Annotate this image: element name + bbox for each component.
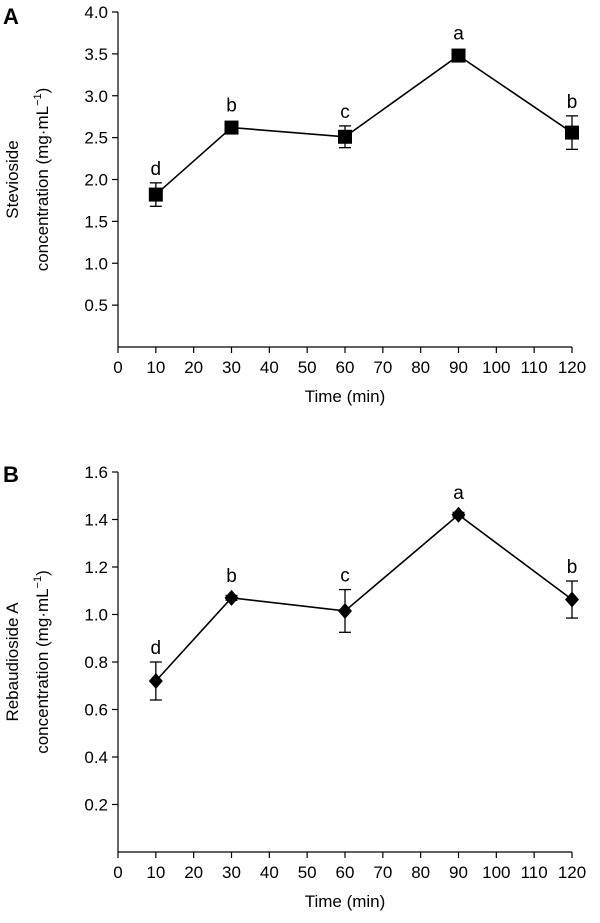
y-tick-label: 1.4 <box>84 511 108 530</box>
significance-letter: c <box>340 102 350 123</box>
y-axis-label-line2: concentration (mg·mL−1) <box>32 570 52 754</box>
y-axis-label-main: concentration (mg·mL <box>33 106 52 271</box>
x-tick-label: 100 <box>482 358 510 377</box>
x-tick-label: 70 <box>373 358 392 377</box>
x-axis-label: Time (min) <box>305 892 386 911</box>
y-tick-label: 1.0 <box>84 606 108 625</box>
significance-letter: b <box>567 557 578 578</box>
data-point-diamond <box>338 602 352 619</box>
x-tick-label: 50 <box>298 358 317 377</box>
y-axis-label-line1: Stevioside <box>3 140 22 218</box>
y-tick-label: 0.6 <box>84 701 108 720</box>
y-axis-label-superscript: −1 <box>32 576 44 589</box>
panel-label: A <box>3 4 19 29</box>
x-tick-label: 0 <box>113 358 122 377</box>
y-axis-label-line2: concentration (mg·mL−1) <box>32 88 52 272</box>
x-tick-label: 20 <box>184 358 203 377</box>
x-tick-label: 30 <box>222 358 241 377</box>
data-point-diamond <box>224 589 239 606</box>
x-tick-label: 110 <box>521 863 548 882</box>
y-tick-label: 3.5 <box>84 45 108 64</box>
y-axis-label-close: ) <box>33 570 52 576</box>
data-point-square <box>451 48 466 63</box>
x-tick-label: 10 <box>146 863 165 882</box>
significance-letter: d <box>151 638 162 659</box>
significance-letter: d <box>151 159 162 180</box>
x-axis-label: Time (min) <box>305 387 386 406</box>
data-point-square <box>148 187 163 202</box>
x-tick-label: 50 <box>298 863 317 882</box>
x-tick-label: 120 <box>558 358 586 377</box>
significance-letter: a <box>453 24 464 45</box>
x-tick-label: 20 <box>184 863 203 882</box>
y-axis-label-line1: Rebaudioside A <box>3 602 22 722</box>
data-point-square <box>224 120 239 135</box>
x-tick-label: 60 <box>336 358 355 377</box>
significance-letter: b <box>567 92 578 113</box>
series-line <box>155 513 573 682</box>
x-tick-label: 70 <box>373 863 392 882</box>
x-tick-label: 10 <box>146 358 165 377</box>
data-point-diamond <box>148 673 163 689</box>
significance-letter: a <box>453 483 464 504</box>
y-tick-label: 1.2 <box>84 558 108 577</box>
data-point-square <box>338 129 352 144</box>
series-line <box>155 54 573 196</box>
x-tick-label: 40 <box>260 358 279 377</box>
y-tick-label: 0.5 <box>84 296 108 315</box>
y-tick-label: 0.2 <box>84 796 108 815</box>
significance-letter: b <box>226 96 237 117</box>
y-tick-label: 0.4 <box>84 748 108 767</box>
x-tick-label: 0 <box>113 863 122 882</box>
chart-panel-a: A 0.5 1.0 1.5 2.0 2.5 3.0 3.5 4.0 0 10 20 30 40 50 60 70… <box>3 3 586 406</box>
x-tick-label: 90 <box>449 358 468 377</box>
panel-label: B <box>3 462 19 487</box>
y-tick-label: 1.6 <box>84 463 108 482</box>
y-tick-label: 2.5 <box>84 129 108 148</box>
significance-letter: b <box>226 566 237 587</box>
y-tick-label: 1.5 <box>84 212 108 231</box>
data-point-diamond <box>451 506 466 523</box>
y-tick-label: 2.0 <box>84 171 108 190</box>
data-point-square <box>565 125 579 140</box>
x-tick-label: 110 <box>521 358 548 377</box>
x-tick-label: 100 <box>482 863 510 882</box>
y-tick-label: 3.0 <box>84 87 108 106</box>
x-tick-label: 90 <box>449 863 468 882</box>
y-axis-label-superscript: −1 <box>32 93 44 106</box>
x-tick-label: 80 <box>411 358 430 377</box>
y-tick-label: 1.0 <box>84 254 108 273</box>
chart-panel-b: B 0.2 0.4 0.6 0.8 1.0 1.2 1.4 1.6 0 10 20 30 40 50 60 70… <box>3 462 586 911</box>
data-point-diamond <box>565 591 579 608</box>
y-tick-label: 4.0 <box>84 3 108 22</box>
y-axis-label-close: ) <box>33 88 52 94</box>
y-axis-label-main: concentration (mg·mL <box>33 588 52 753</box>
x-tick-label: 80 <box>411 863 430 882</box>
x-tick-label: 60 <box>336 863 355 882</box>
x-tick-label: 30 <box>222 863 241 882</box>
x-tick-label: 40 <box>260 863 279 882</box>
y-tick-label: 0.8 <box>84 653 108 672</box>
x-tick-label: 120 <box>558 863 586 882</box>
significance-letter: c <box>340 566 350 587</box>
